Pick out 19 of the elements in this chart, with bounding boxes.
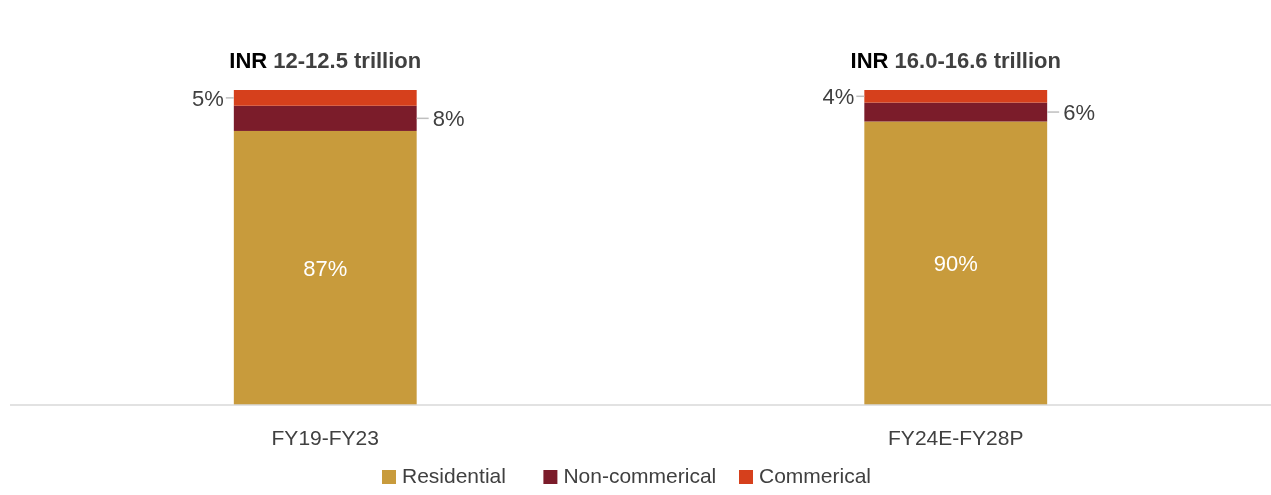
bar xyxy=(864,90,1048,103)
x-tick-label: FY24E-FY28P xyxy=(888,426,1024,449)
bar xyxy=(233,90,417,106)
data-label: 6% xyxy=(1063,99,1095,125)
bar xyxy=(864,102,1048,122)
legend-label: Commerical xyxy=(759,464,872,487)
bar xyxy=(233,105,417,131)
total-label: INR 12-12.5 trillion xyxy=(229,48,422,73)
data-label: 87% xyxy=(303,255,348,281)
data-label: 5% xyxy=(192,85,224,111)
bar xyxy=(864,121,1048,405)
legend-label: Non-commerical xyxy=(563,464,717,487)
x-tick-label: FY19-FY23 xyxy=(271,426,379,449)
data-label: 4% xyxy=(822,84,855,109)
data-label: 90% xyxy=(933,250,978,276)
data-label: 8% xyxy=(432,106,465,132)
total-label: INR 16.0-16.6 trillion xyxy=(850,48,1061,73)
bar xyxy=(233,130,417,405)
legend-label: Residential xyxy=(402,464,506,487)
